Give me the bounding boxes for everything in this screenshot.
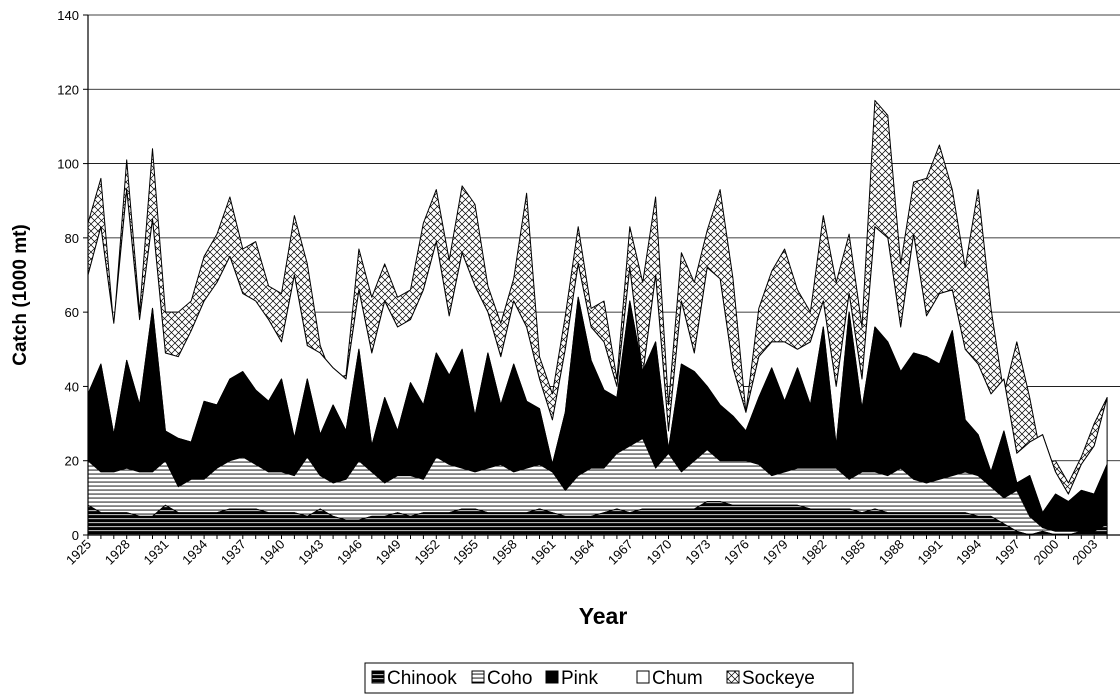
y-tick-label: 60 bbox=[65, 305, 79, 320]
x-tick-label: 1994 bbox=[953, 537, 984, 568]
x-tick-label: 1985 bbox=[837, 537, 868, 568]
stacked-areas bbox=[87, 99, 1108, 536]
x-tick-label: 1952 bbox=[411, 537, 442, 568]
x-axis-title: Year bbox=[579, 603, 628, 629]
x-tick-label: 1931 bbox=[140, 537, 171, 568]
x-tick-label: 1997 bbox=[992, 537, 1023, 568]
legend-label-sockeye: Sockeye bbox=[742, 668, 815, 689]
legend-swatch-coho bbox=[471, 670, 485, 684]
legend-swatch-sockeye bbox=[726, 670, 740, 684]
y-tick-label: 20 bbox=[65, 454, 79, 469]
x-tick-label: 1973 bbox=[682, 537, 713, 568]
x-tick-label: 2003 bbox=[1069, 537, 1100, 568]
legend-frame bbox=[364, 662, 854, 694]
x-tick-label: 1940 bbox=[257, 537, 288, 568]
legend-item-sockeye: Sockeye bbox=[726, 668, 815, 689]
x-tick-label: 1958 bbox=[489, 537, 520, 568]
y-tick-label: 120 bbox=[57, 82, 79, 97]
x-tick-label: 1961 bbox=[527, 537, 558, 568]
legend-label-pink: Pink bbox=[561, 668, 598, 689]
y-tick-label: 80 bbox=[65, 231, 79, 246]
x-axis-ticks: 1925 1928 1931 1934 1937 1940 1943 1946 1949 1952… bbox=[63, 535, 1108, 568]
x-tick-label: 2000 bbox=[1031, 537, 1062, 568]
y-tick-label: 100 bbox=[57, 157, 79, 172]
x-tick-label: 1937 bbox=[218, 537, 249, 568]
x-tick-label: 1943 bbox=[295, 537, 326, 568]
legend-item-coho: Coho bbox=[471, 668, 532, 689]
y-tick-label: 140 bbox=[57, 8, 79, 23]
y-axis-title: Catch (1000 mt) bbox=[10, 224, 31, 366]
legend-swatch-chum bbox=[636, 670, 650, 684]
legend: Chinook Coho Pink Chum Sockeye bbox=[364, 662, 854, 694]
x-tick-label: 1988 bbox=[876, 537, 907, 568]
x-tick-label: 1991 bbox=[914, 537, 945, 568]
legend-label-coho: Coho bbox=[487, 668, 532, 689]
legend-label-chinook: Chinook bbox=[387, 668, 457, 689]
legend-swatch-pink bbox=[545, 670, 559, 684]
y-tick-label: 0 bbox=[72, 528, 79, 543]
x-tick-label: 1970 bbox=[644, 537, 675, 568]
legend-swatch-chinook bbox=[371, 670, 385, 684]
legend-label-chum: Chum bbox=[652, 668, 703, 689]
x-tick-label: 1925 bbox=[63, 537, 94, 568]
x-tick-label: 1946 bbox=[334, 537, 365, 568]
x-tick-label: 1949 bbox=[373, 537, 404, 568]
x-tick-label: 1979 bbox=[760, 537, 791, 568]
legend-item-chum: Chum bbox=[636, 668, 703, 689]
x-tick-label: 1964 bbox=[566, 537, 597, 568]
legend-item-chinook: Chinook bbox=[371, 668, 457, 689]
x-tick-label: 1955 bbox=[450, 537, 481, 568]
y-axis-ticks: 0 20 40 60 80 100 120 140 bbox=[57, 8, 88, 543]
x-tick-label: 1967 bbox=[605, 537, 636, 568]
x-tick-label: 1976 bbox=[721, 537, 752, 568]
legend-item-pink: Pink bbox=[545, 668, 598, 689]
x-tick-label: 1928 bbox=[102, 537, 133, 568]
y-tick-label: 40 bbox=[65, 379, 79, 394]
x-tick-label: 1982 bbox=[798, 537, 829, 568]
x-tick-label: 1934 bbox=[179, 537, 210, 568]
